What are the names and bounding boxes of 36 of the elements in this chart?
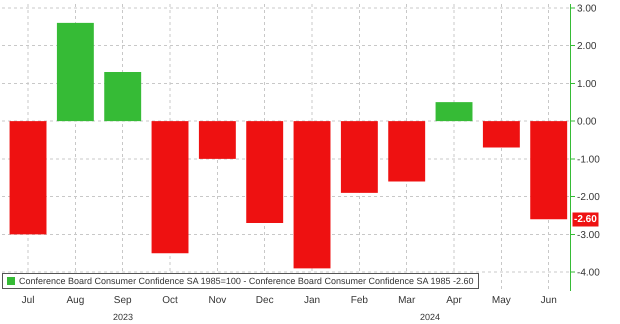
bar — [246, 121, 284, 224]
text: 2023 — [113, 312, 134, 322]
x-tick-label: Jul — [22, 295, 34, 306]
annotation: -2.60 — [574, 214, 598, 225]
bar — [294, 121, 330, 268]
bar — [340, 121, 378, 193]
y-tick-label: -1.00 — [577, 154, 600, 166]
bar — [152, 121, 188, 254]
y-tick-label: 2.00 — [577, 41, 597, 52]
x-tick-label: Feb — [350, 295, 368, 306]
x-tick-label: Oct — [162, 295, 178, 306]
x-tick-label: Sep — [114, 295, 132, 306]
x-tick-label: Apr — [446, 295, 462, 306]
x-tick-label: May — [492, 295, 511, 306]
bar — [10, 121, 46, 234]
bar — [530, 121, 568, 220]
bar — [198, 121, 236, 159]
y-tick-label: 3.00 — [577, 3, 597, 14]
x-tick-label: Aug — [66, 295, 84, 306]
bar — [482, 121, 520, 148]
x-tick-label: Dec — [256, 295, 274, 306]
bar — [104, 72, 142, 122]
legend-label: Conference Board Consumer Confidence SA 1985=100 - Conference Board Consumer Confidence SA 1985 -2.60 — [19, 276, 474, 286]
y-tick-label: -3.00 — [577, 230, 600, 241]
y-tick-label: 0.00 — [577, 116, 597, 128]
x-tick-label: Jun — [540, 295, 557, 306]
x-tick-label: Jan — [304, 295, 320, 306]
y-tick-label: -4.00 — [577, 268, 600, 279]
y-tick-label: 1.00 — [577, 78, 597, 90]
bar — [436, 102, 472, 122]
text: 2024 — [420, 312, 440, 322]
y-tick-label: -2.00 — [577, 192, 600, 204]
bar — [56, 22, 94, 122]
bar — [388, 121, 426, 182]
x-tick-label: Mar — [398, 295, 416, 306]
x-tick-label: Nov — [208, 295, 226, 306]
